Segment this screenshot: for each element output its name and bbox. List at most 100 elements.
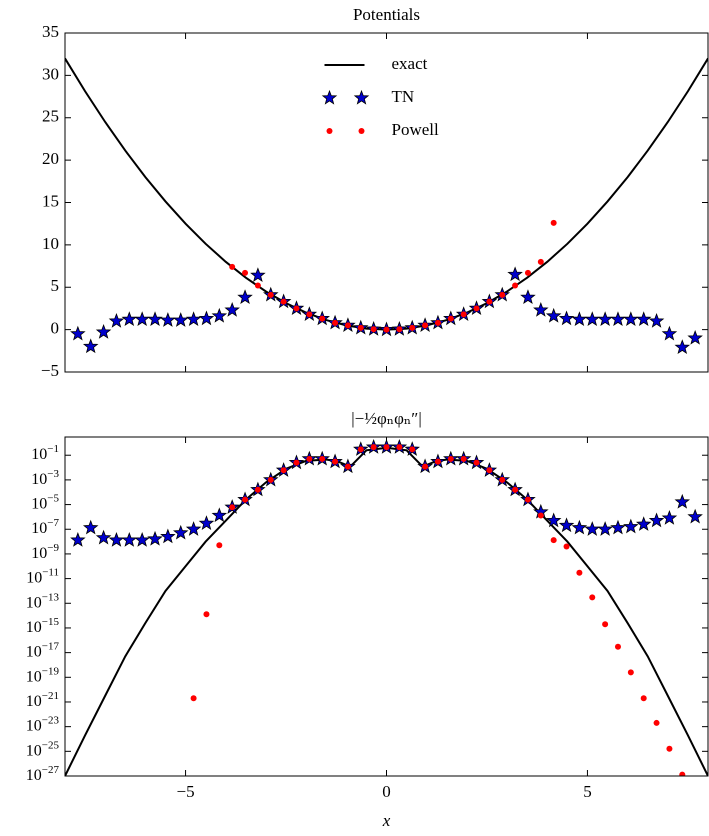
dot-marker [602,621,609,628]
line [65,446,708,776]
y-tick-label: 35 [42,22,59,41]
star-marker [82,338,99,354]
star-marker [211,307,228,323]
dot-marker [190,695,197,702]
star-marker [134,532,150,547]
axes-frame [64,32,709,373]
dot-marker [357,446,364,453]
star-marker [687,508,703,524]
dot-marker [589,594,596,601]
dot-marker [576,569,583,576]
dot-marker [563,543,570,550]
dot-marker [499,476,506,483]
star-marker [648,313,665,328]
line [65,57,708,331]
star-marker [571,311,588,327]
dot-marker [370,326,377,333]
dot-marker [254,486,261,493]
y-tick-label: 10−15 [26,615,60,635]
y-tick-label: 10−23 [26,714,60,734]
star-marker [687,329,703,345]
star-marker [172,312,189,327]
x-axis-label: x [382,811,391,830]
dot-marker [293,305,300,312]
dot-marker [486,467,493,474]
dot-marker [332,458,339,465]
dot-marker [499,291,506,298]
star-marker [623,311,639,327]
dot-marker [254,282,261,289]
star-marker [108,313,125,328]
star-marker [160,528,176,544]
y-tick-label: 10−11 [26,566,59,586]
star-marker [70,532,86,547]
dot-marker [473,459,480,466]
star-marker [533,301,549,317]
dot-marker [396,326,403,333]
dot-marker [203,611,210,618]
dot-marker [216,542,223,549]
star-marker [121,311,138,327]
star-marker [95,529,112,545]
star-marker [507,266,523,282]
star-marker [610,519,626,535]
dot-marker [679,771,686,776]
star-marker [185,311,202,327]
legend-label: exact [392,54,428,73]
dot-marker [666,745,673,752]
dot-marker [357,324,364,331]
y-tick-label: 5 [51,276,60,295]
dot-marker [512,282,519,289]
y-tick-label: 10−9 [31,541,59,561]
dot-marker [460,311,467,318]
star-marker [545,512,562,528]
star-marker [674,493,691,509]
dot-marker [550,537,557,544]
dot-marker [486,298,493,305]
dot-marker [383,326,390,333]
star-marker [134,311,150,327]
dot-marker [473,305,480,312]
dot-marker [319,315,326,322]
dot-marker [242,269,249,276]
star-marker [597,521,613,536]
y-tick-label: 10−7 [31,517,59,537]
axes-frame [64,436,709,777]
star-marker [211,507,228,523]
star-marker [558,517,575,533]
dot-marker [409,324,416,331]
dot-marker [358,128,365,134]
dot-marker [422,463,429,470]
dot-marker [344,463,351,470]
star-marker [623,518,639,534]
dot-marker [267,291,274,298]
x-tick-label: −5 [177,782,195,801]
dot-marker [434,319,441,326]
star-marker [661,325,678,341]
star-marker [597,311,613,327]
dot-marker [383,444,390,451]
dot-marker [524,269,531,276]
chart-title: |−½φₙφₙ″| [351,409,422,428]
star-marker [147,530,163,546]
dot-marker [229,263,236,270]
star-marker [520,289,536,305]
dot-marker [512,486,519,493]
star-marker [635,311,652,327]
y-tick-label: 30 [42,64,59,83]
dot-marker [409,446,416,453]
dot-marker [550,219,557,226]
y-tick-label: 10−27 [26,764,60,784]
star-marker [160,312,176,327]
y-tick-label: 10−1 [31,443,59,463]
star-marker [545,307,562,323]
star-marker [237,289,253,305]
dot-marker [370,444,377,451]
dot-marker [306,311,313,318]
dot-marker [280,467,287,474]
x-tick-label: 5 [583,782,592,801]
plot-area [65,57,708,355]
star-marker [172,524,189,540]
x-tick-label: 0 [382,782,391,801]
